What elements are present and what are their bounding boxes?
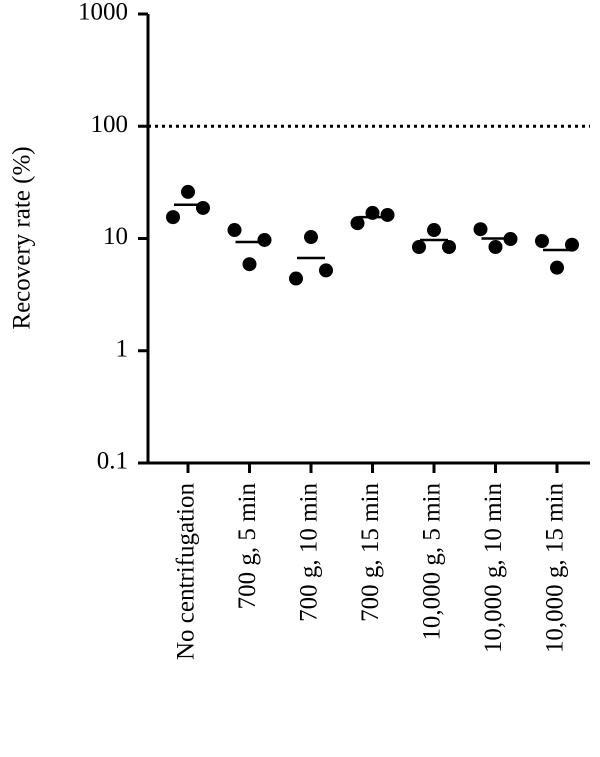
y-axis-label: Recovery rate (%) xyxy=(9,146,36,329)
data-point xyxy=(427,223,441,238)
data-point xyxy=(550,260,564,275)
data-point xyxy=(412,239,426,254)
y-tick-label: 0.1 xyxy=(97,448,128,475)
data-point xyxy=(473,222,488,237)
data-point xyxy=(442,239,456,254)
data-point xyxy=(181,184,195,199)
x-tick-label: 10,000 g, 10 min xyxy=(480,483,507,654)
data-point xyxy=(319,263,333,278)
data-point xyxy=(242,257,257,272)
data-point xyxy=(196,200,210,215)
data-point xyxy=(488,239,503,254)
x-tick-label: 700 g, 10 min xyxy=(296,483,323,622)
data-point xyxy=(380,207,395,222)
data-point xyxy=(257,232,272,247)
y-tick-label: 100 xyxy=(91,111,129,138)
data-point xyxy=(166,210,180,225)
data-point xyxy=(227,223,242,238)
data-point xyxy=(350,216,365,231)
data-point xyxy=(289,271,303,286)
x-tick-label: 10,000 g, 5 min xyxy=(419,483,446,641)
y-tick-label: 1000 xyxy=(78,0,128,26)
y-tick-label: 1 xyxy=(116,335,129,362)
data-point xyxy=(535,234,549,249)
x-tick-label: No centrifugation xyxy=(173,483,200,661)
y-tick-label: 10 xyxy=(103,223,128,250)
data-point xyxy=(503,231,518,246)
x-tick-label: 700 g, 5 min xyxy=(234,483,261,610)
data-point xyxy=(304,230,318,245)
x-tick-label: 700 g, 15 min xyxy=(357,483,384,622)
data-point xyxy=(565,237,579,252)
x-tick-label: 10,000 g, 15 min xyxy=(542,483,569,654)
